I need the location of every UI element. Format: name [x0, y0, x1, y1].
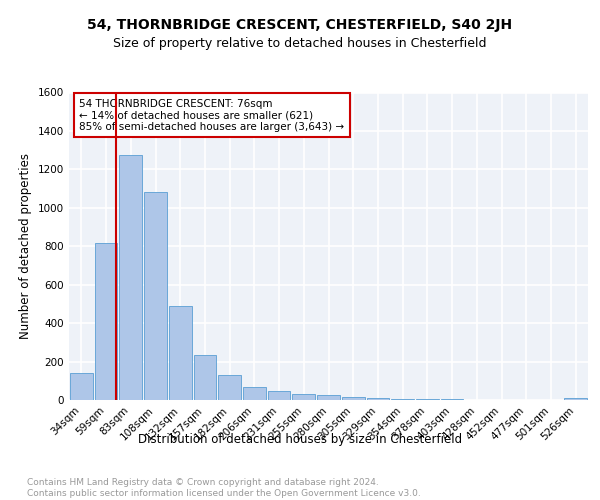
- Bar: [416, 399, 439, 400]
- Bar: [268, 391, 290, 400]
- Text: 54 THORNBRIDGE CRESCENT: 76sqm
← 14% of detached houses are smaller (621)
85% of: 54 THORNBRIDGE CRESCENT: 76sqm ← 14% of …: [79, 98, 344, 132]
- Text: 54, THORNBRIDGE CRESCENT, CHESTERFIELD, S40 2JH: 54, THORNBRIDGE CRESCENT, CHESTERFIELD, …: [88, 18, 512, 32]
- Bar: [367, 398, 389, 400]
- Bar: [70, 373, 93, 400]
- Bar: [169, 306, 191, 400]
- Bar: [119, 155, 142, 400]
- Text: Distribution of detached houses by size in Chesterfield: Distribution of detached houses by size …: [138, 432, 462, 446]
- Bar: [391, 399, 414, 400]
- Bar: [144, 192, 167, 400]
- Text: Size of property relative to detached houses in Chesterfield: Size of property relative to detached ho…: [113, 38, 487, 51]
- Bar: [342, 396, 365, 400]
- Text: Contains HM Land Registry data © Crown copyright and database right 2024.
Contai: Contains HM Land Registry data © Crown c…: [27, 478, 421, 498]
- Bar: [317, 395, 340, 400]
- Bar: [194, 355, 216, 400]
- Bar: [292, 394, 315, 400]
- Y-axis label: Number of detached properties: Number of detached properties: [19, 153, 32, 339]
- Bar: [95, 244, 118, 400]
- Bar: [218, 375, 241, 400]
- Bar: [243, 386, 266, 400]
- Bar: [564, 398, 587, 400]
